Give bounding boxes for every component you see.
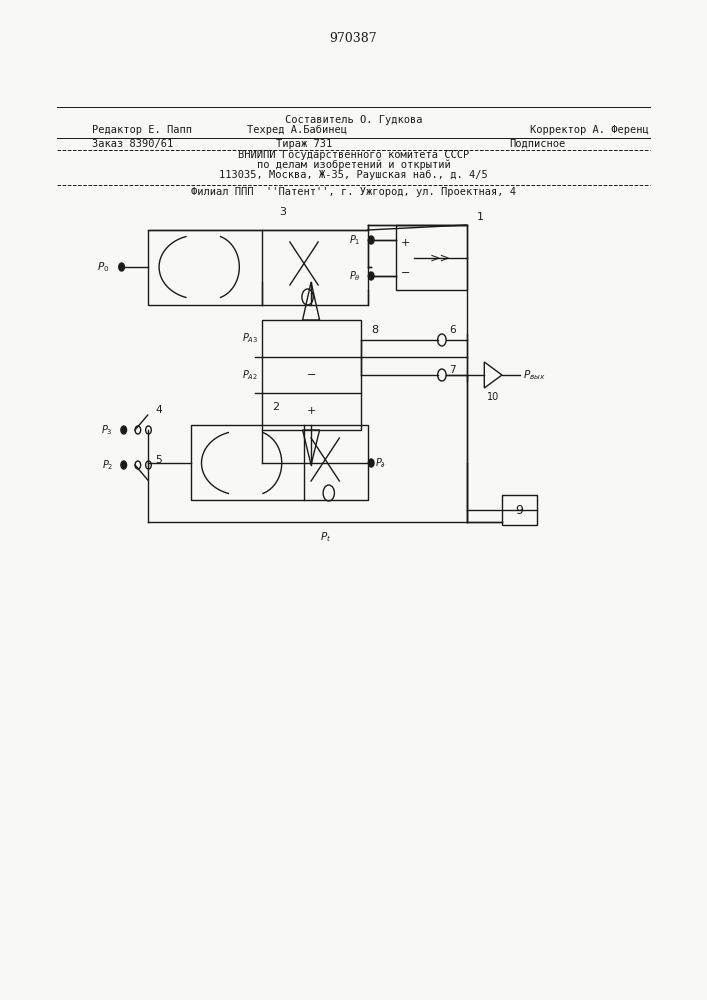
- Text: Тираж 731: Тираж 731: [276, 139, 332, 149]
- Text: $P_{вых}$: $P_{вых}$: [523, 368, 546, 382]
- Text: $P_2$: $P_2$: [102, 458, 113, 472]
- Text: Филиал ППП  ''Патент'', г. Ужгород, ул. Проектная, 4: Филиал ППП ''Патент'', г. Ужгород, ул. П…: [191, 187, 516, 197]
- Text: $P_t$: $P_t$: [320, 530, 331, 544]
- Text: 6: 6: [449, 325, 455, 335]
- Text: Составитель О. Гудкова: Составитель О. Гудкова: [285, 115, 422, 125]
- Text: +: +: [306, 406, 316, 416]
- Text: 2: 2: [272, 402, 279, 412]
- Circle shape: [368, 459, 374, 467]
- Text: >>: >>: [430, 251, 450, 264]
- Text: $P_{A3}$: $P_{A3}$: [242, 332, 258, 345]
- Text: +: +: [400, 238, 410, 248]
- Text: $P_3$: $P_3$: [102, 423, 113, 437]
- Bar: [191, 425, 368, 500]
- Text: 970387: 970387: [329, 31, 378, 44]
- Text: 10: 10: [486, 392, 499, 402]
- Text: Заказ 8390/61: Заказ 8390/61: [92, 139, 173, 149]
- Text: 4: 4: [156, 405, 162, 415]
- Text: 5: 5: [156, 455, 162, 465]
- Text: 9: 9: [515, 504, 524, 516]
- Text: Техред А.Бабинец: Техред А.Бабинец: [247, 125, 347, 135]
- Circle shape: [121, 461, 127, 469]
- Bar: [396, 225, 467, 290]
- Text: $P_1$: $P_1$: [349, 233, 361, 247]
- Text: 7: 7: [449, 365, 455, 375]
- Text: Редактор Е. Папп: Редактор Е. Папп: [92, 125, 192, 135]
- Text: Корректор А. Ференц: Корректор А. Ференц: [530, 125, 649, 135]
- Bar: [502, 495, 537, 525]
- Circle shape: [368, 236, 374, 244]
- Text: −: −: [306, 370, 316, 380]
- Bar: [148, 230, 368, 305]
- Text: ВНИИПИ Государственного комитета СССР: ВНИИПИ Государственного комитета СССР: [238, 150, 469, 160]
- Bar: [262, 320, 361, 430]
- Text: $P_\theta$: $P_\theta$: [349, 269, 361, 283]
- Text: 1: 1: [477, 212, 484, 222]
- Circle shape: [368, 272, 374, 280]
- Text: Подписное: Подписное: [509, 139, 566, 149]
- Text: 3: 3: [279, 207, 286, 217]
- Text: $P_\partial$: $P_\partial$: [375, 456, 386, 470]
- Text: −: −: [400, 268, 410, 278]
- Circle shape: [119, 263, 124, 271]
- Text: 8: 8: [371, 325, 378, 335]
- Circle shape: [121, 426, 127, 434]
- Text: $P_{A2}$: $P_{A2}$: [242, 368, 258, 382]
- Text: 113035, Москва, Ж-35, Раушская наб., д. 4/5: 113035, Москва, Ж-35, Раушская наб., д. …: [219, 170, 488, 180]
- Text: по делам изобретений и открытий: по делам изобретений и открытий: [257, 160, 450, 170]
- Text: $P_0$: $P_0$: [97, 260, 110, 274]
